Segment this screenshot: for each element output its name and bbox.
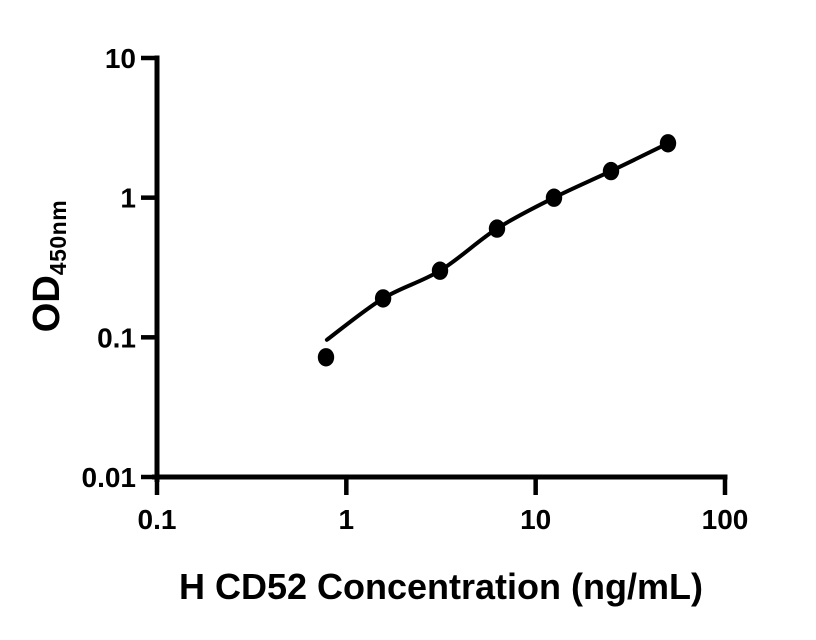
data-point-marker [545,188,563,207]
y-tick-label: 0.01 [82,462,137,493]
x-tick-label: 1 [339,504,355,535]
data-point-marker [374,289,392,308]
data-point-marker [317,348,335,367]
x-tick-label: 100 [702,504,749,535]
data-point-marker [431,261,449,280]
tick-marks [141,55,728,495]
x-axis-title: H CD52 Concentration (ng/mL) [178,566,703,607]
data-point-marker [602,161,620,181]
x-tick-label: 0.1 [138,504,177,535]
y-tick-label: 1 [120,183,136,214]
y-axis-title-main: OD [26,275,68,333]
y-axis-title: OD450nm [25,190,71,342]
data-point-marker [659,134,677,153]
y-tick-label: 0.1 [97,322,136,353]
data-points [317,134,677,367]
data-point-marker [488,219,506,238]
y-tick-label: 10 [105,43,136,74]
axes [152,55,728,482]
y-axis-title-subscript: 450nm [45,199,71,276]
x-tick-label: 10 [520,504,551,535]
